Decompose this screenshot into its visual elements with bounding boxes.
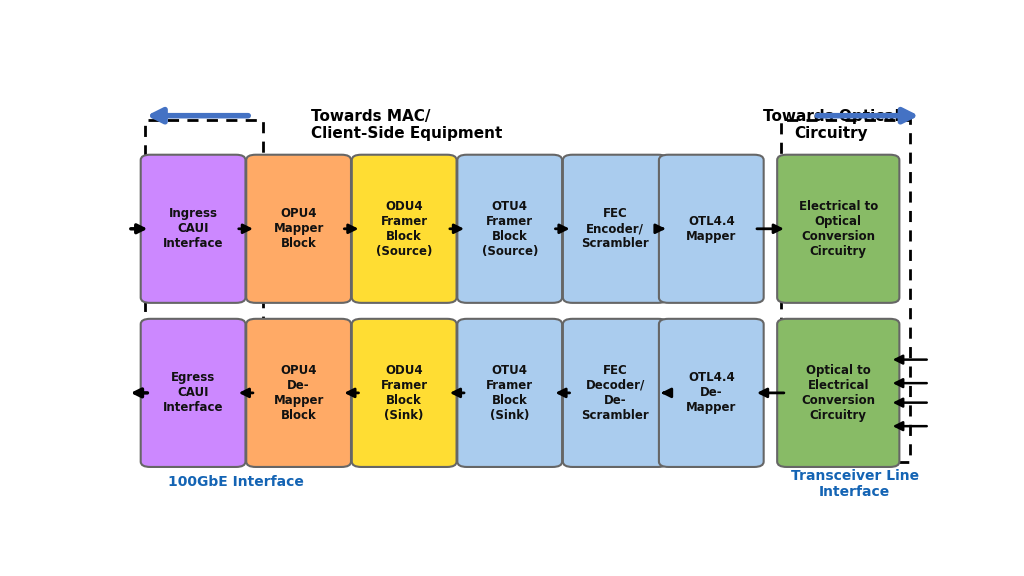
FancyBboxPatch shape (246, 155, 351, 303)
Text: Transceiver Line
Interface: Transceiver Line Interface (791, 469, 919, 499)
Text: OPU4
De-
Mapper
Block: OPU4 De- Mapper Block (273, 364, 324, 422)
Text: Electrical to
Optical
Conversion
Circuitry: Electrical to Optical Conversion Circuit… (799, 200, 878, 258)
Text: Ingress
CAUI
Interface: Ingress CAUI Interface (163, 207, 223, 251)
Text: ODU4
Framer
Block
(Source): ODU4 Framer Block (Source) (376, 200, 432, 258)
Bar (145, 120, 263, 461)
FancyBboxPatch shape (777, 155, 899, 303)
Text: FEC
Decoder/
De-
Scrambler: FEC Decoder/ De- Scrambler (582, 364, 649, 422)
Text: 100GbE Interface: 100GbE Interface (168, 475, 303, 488)
FancyBboxPatch shape (352, 155, 457, 303)
Text: OTU4
Framer
Block
(Sink): OTU4 Framer Block (Sink) (486, 364, 534, 422)
Text: Towards Optical
Circuitry: Towards Optical Circuitry (763, 109, 900, 142)
Bar (781, 120, 910, 461)
FancyBboxPatch shape (352, 319, 457, 467)
FancyBboxPatch shape (563, 155, 668, 303)
Text: Towards MAC/
Client-Side Equipment: Towards MAC/ Client-Side Equipment (310, 109, 502, 142)
FancyBboxPatch shape (458, 319, 562, 467)
FancyBboxPatch shape (458, 155, 562, 303)
Text: ODU4
Framer
Block
(Sink): ODU4 Framer Block (Sink) (381, 364, 428, 422)
FancyBboxPatch shape (140, 319, 246, 467)
Text: OTU4
Framer
Block
(Source): OTU4 Framer Block (Source) (481, 200, 538, 258)
FancyBboxPatch shape (246, 319, 351, 467)
Text: Egress
CAUI
Interface: Egress CAUI Interface (163, 372, 223, 414)
Text: Optical to
Electrical
Conversion
Circuitry: Optical to Electrical Conversion Circuit… (801, 364, 876, 422)
Text: FEC
Encoder/
Scrambler: FEC Encoder/ Scrambler (582, 207, 649, 251)
Text: OTL4.4
Mapper: OTL4.4 Mapper (686, 215, 736, 243)
FancyBboxPatch shape (777, 319, 899, 467)
FancyBboxPatch shape (658, 155, 764, 303)
Text: OTL4.4
De-
Mapper: OTL4.4 De- Mapper (686, 372, 736, 414)
Text: OPU4
Mapper
Block: OPU4 Mapper Block (273, 207, 324, 251)
FancyBboxPatch shape (658, 319, 764, 467)
FancyBboxPatch shape (140, 155, 246, 303)
FancyBboxPatch shape (563, 319, 668, 467)
